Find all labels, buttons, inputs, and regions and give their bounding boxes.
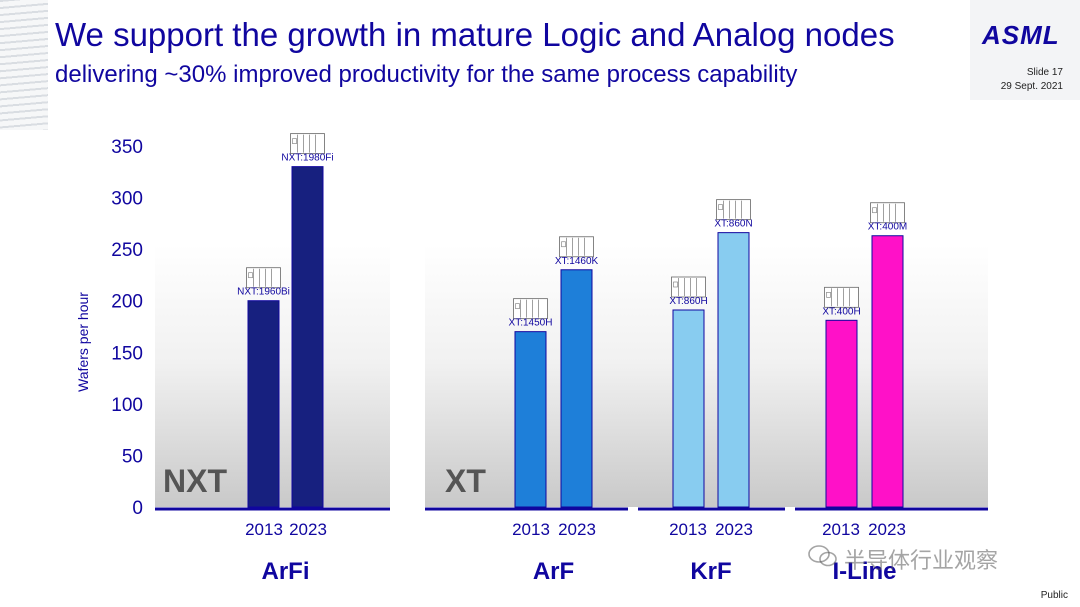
- group-label-arfi: ArFi: [262, 558, 310, 585]
- x-category-label: 2013: [822, 520, 860, 539]
- panel-label-nxt: NXT: [163, 463, 227, 499]
- machine-panel-detail: [292, 138, 297, 144]
- y-tick-label: 50: [122, 446, 143, 467]
- bar-value-label: XT:1450H: [509, 318, 553, 329]
- page-title: We support the growth in mature Logic an…: [55, 16, 895, 53]
- y-tick-label: 150: [111, 343, 143, 364]
- x-category-label: 2023: [868, 520, 906, 539]
- machine-body: [246, 267, 281, 289]
- bar-krf-2013: [672, 309, 705, 508]
- asml-logo: ASML: [982, 20, 1060, 50]
- y-tick-label: 300: [111, 189, 143, 210]
- bar-value-label: XT:400H: [822, 306, 860, 317]
- decorative-stripes: [0, 0, 48, 130]
- group-label-arf: ArF: [533, 558, 574, 585]
- x-category-label: 2023: [715, 520, 753, 539]
- machine-panel-detail: [673, 281, 678, 288]
- y-tick-label: 350: [111, 137, 143, 158]
- bar-value-label: XT:860N: [714, 219, 752, 230]
- y-tick-label: 200: [111, 292, 143, 313]
- machine-panel-detail: [515, 303, 520, 309]
- y-axis-title: Wafers per hour: [75, 292, 91, 392]
- panel-label-xt: XT: [445, 463, 486, 499]
- classification-label: Public: [1040, 590, 1068, 601]
- bar-i-line-2023: [871, 235, 904, 508]
- x-category-label: 2023: [289, 520, 327, 539]
- group-label-i-line: I-Line: [833, 558, 897, 585]
- watermark-text: 半导体行业观察: [844, 548, 999, 573]
- machine-body: [290, 133, 325, 155]
- machine-panel-detail: [826, 292, 831, 298]
- scanner-machine-icon: [246, 267, 281, 289]
- bar-value-label: NXT:1960Bi: [237, 287, 290, 298]
- group-label-krf: KrF: [690, 558, 731, 585]
- y-tick-label: 0: [132, 498, 143, 519]
- machine-body: [559, 236, 594, 258]
- machine-panel-detail: [718, 204, 723, 210]
- bar-arfi-2013: [247, 300, 280, 508]
- slide-number: Slide 17: [1026, 67, 1063, 78]
- scanner-machine-icon: [559, 236, 594, 258]
- bar-krf-2023: [717, 232, 750, 508]
- slide-date: 29 Sept. 2021: [1000, 81, 1063, 92]
- page-subtitle: delivering ~30% improved productivity fo…: [55, 61, 798, 88]
- x-category-label: 2013: [245, 520, 283, 539]
- bar-value-label: XT:400M: [868, 222, 907, 233]
- bar-arf-2013: [514, 331, 547, 508]
- machine-body: [513, 298, 548, 320]
- scanner-machine-icon: [824, 286, 859, 308]
- scanner-machine-icon: [513, 298, 548, 320]
- bar-arf-2023: [560, 269, 593, 508]
- x-category-label: 2013: [669, 520, 707, 539]
- wechat-icon: [808, 545, 837, 567]
- machine-panel-detail: [248, 272, 253, 279]
- y-tick-label: 100: [111, 395, 143, 416]
- bar-arfi-2023: [291, 166, 324, 508]
- machine-body: [870, 202, 905, 224]
- bar-value-label: XT:1460K: [555, 256, 599, 267]
- machine-body: [671, 276, 706, 298]
- scanner-machine-icon: [290, 133, 325, 155]
- chart-panel-xt: [425, 245, 988, 507]
- machine-body: [716, 199, 751, 221]
- x-category-label: 2023: [558, 520, 596, 539]
- scanner-machine-icon: [671, 276, 706, 298]
- machine-body: [824, 286, 859, 308]
- y-tick-label: 250: [111, 240, 143, 261]
- scanner-machine-icon: [870, 202, 905, 224]
- machine-panel-detail: [561, 241, 566, 248]
- header-logo-background: [970, 0, 1080, 100]
- bar-value-label: XT:860H: [669, 296, 707, 307]
- bar-i-line-2013: [825, 319, 858, 508]
- x-category-label: 2013: [512, 520, 550, 539]
- scanner-machine-icon: [716, 199, 751, 221]
- machine-panel-detail: [872, 207, 877, 214]
- bar-value-label: NXT:1980Fi: [281, 153, 333, 164]
